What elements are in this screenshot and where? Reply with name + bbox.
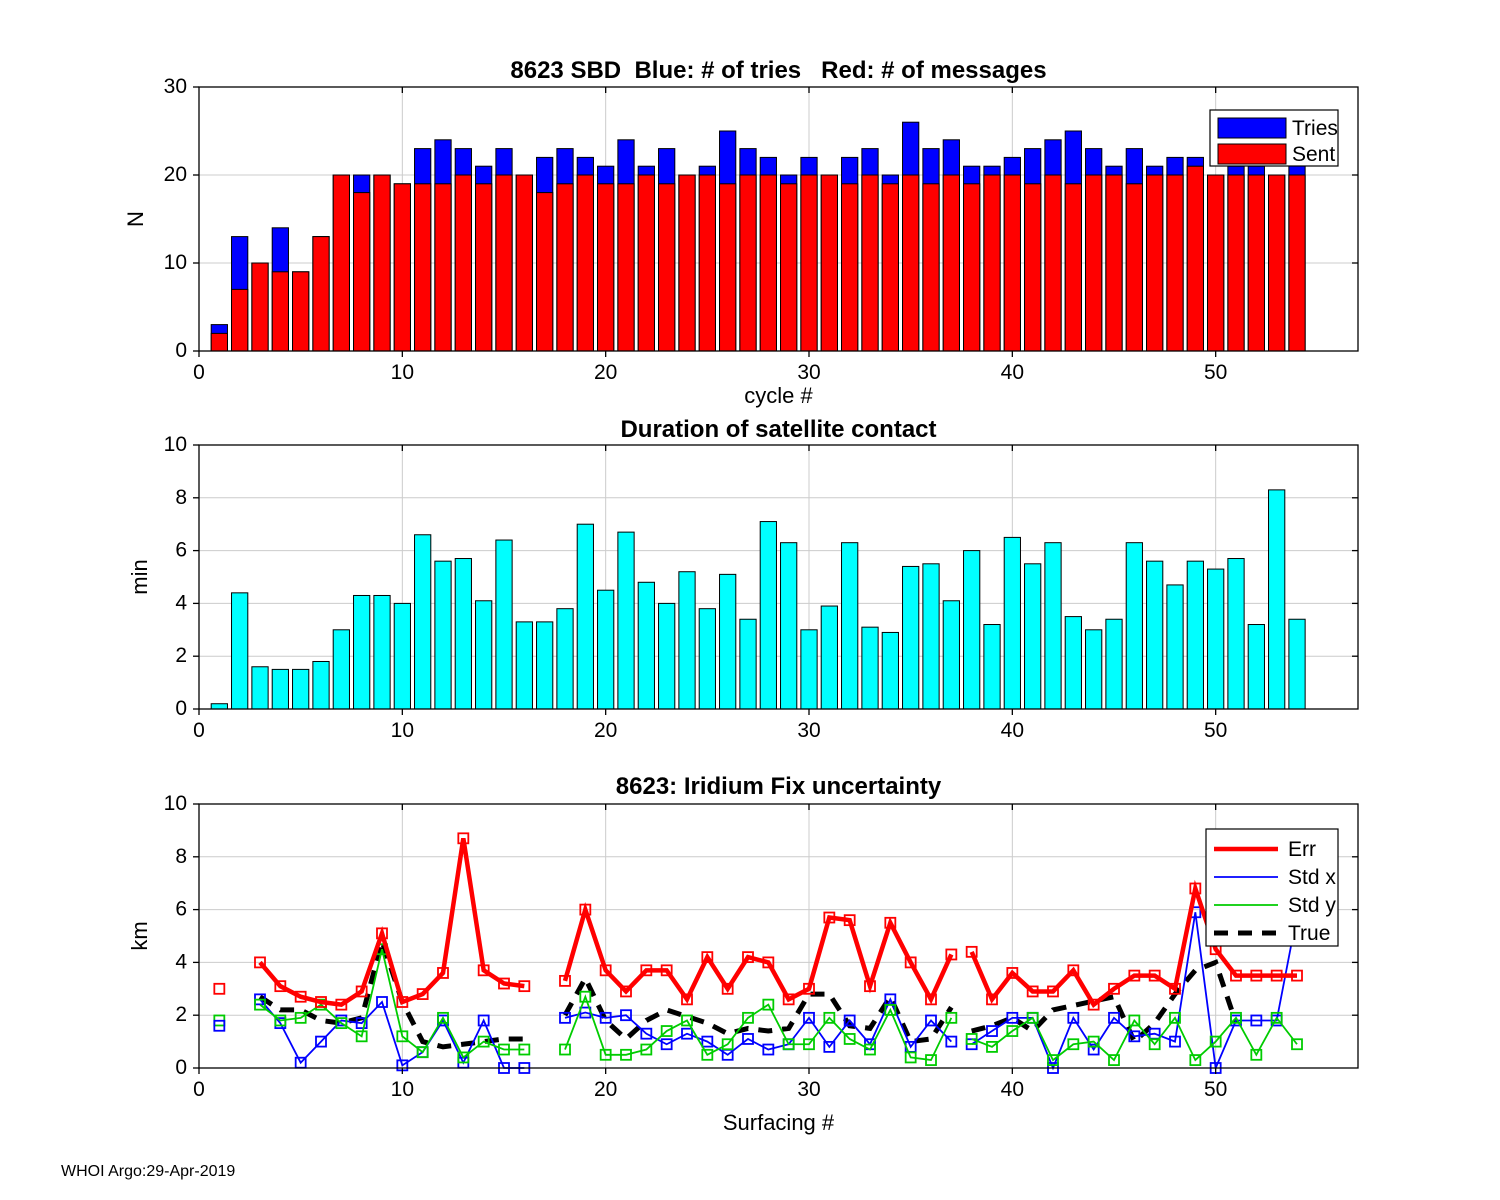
svg-text:Std x: Std x <box>1288 866 1336 889</box>
svg-text:50: 50 <box>1204 1078 1227 1101</box>
svg-text:4: 4 <box>175 591 187 614</box>
svg-text:0: 0 <box>193 361 205 384</box>
svg-text:6: 6 <box>175 539 187 562</box>
svg-text:40: 40 <box>1001 1078 1024 1101</box>
svg-text:40: 40 <box>1001 361 1024 384</box>
svg-text:Tries: Tries <box>1292 117 1338 140</box>
svg-text:0: 0 <box>193 719 205 742</box>
svg-text:0: 0 <box>175 1056 187 1079</box>
svg-text:40: 40 <box>1001 719 1024 742</box>
svg-text:10: 10 <box>391 719 414 742</box>
svg-text:10: 10 <box>164 433 187 456</box>
svg-text:Sent: Sent <box>1292 143 1335 166</box>
svg-text:10: 10 <box>164 792 187 815</box>
svg-text:50: 50 <box>1204 719 1227 742</box>
svg-text:Surfacing #: Surfacing # <box>723 1110 835 1135</box>
svg-text:4: 4 <box>175 950 187 973</box>
svg-text:8623 SBD Blue: # of tries R: 8623 SBD Blue: # of tries Red: # of mess… <box>510 57 1046 84</box>
svg-text:2: 2 <box>175 1003 187 1026</box>
svg-text:30: 30 <box>164 75 187 98</box>
svg-text:30: 30 <box>797 361 820 384</box>
svg-text:20: 20 <box>594 719 617 742</box>
svg-text:8623: Iridium Fix uncertainty: 8623: Iridium Fix uncertainty <box>616 773 942 800</box>
svg-text:30: 30 <box>797 1078 820 1101</box>
svg-text:20: 20 <box>164 163 187 186</box>
svg-text:8: 8 <box>175 845 187 868</box>
svg-text:10: 10 <box>391 361 414 384</box>
svg-text:10: 10 <box>391 1078 414 1101</box>
svg-text:10: 10 <box>164 251 187 274</box>
svg-text:8: 8 <box>175 486 187 509</box>
svg-text:Err: Err <box>1288 838 1316 861</box>
svg-text:0: 0 <box>175 697 187 720</box>
svg-text:Duration of satellite contact: Duration of satellite contact <box>620 416 936 443</box>
svg-text:min: min <box>127 559 152 594</box>
svg-text:N: N <box>123 211 148 227</box>
svg-text:0: 0 <box>193 1078 205 1101</box>
svg-text:30: 30 <box>797 719 820 742</box>
svg-text:6: 6 <box>175 898 187 921</box>
svg-text:True: True <box>1288 922 1330 945</box>
svg-text:km: km <box>127 921 152 950</box>
svg-text:2: 2 <box>175 644 187 667</box>
svg-text:20: 20 <box>594 361 617 384</box>
svg-text:0: 0 <box>175 339 187 362</box>
svg-text:Std y: Std y <box>1288 894 1336 917</box>
svg-text:50: 50 <box>1204 361 1227 384</box>
svg-text:20: 20 <box>594 1078 617 1101</box>
